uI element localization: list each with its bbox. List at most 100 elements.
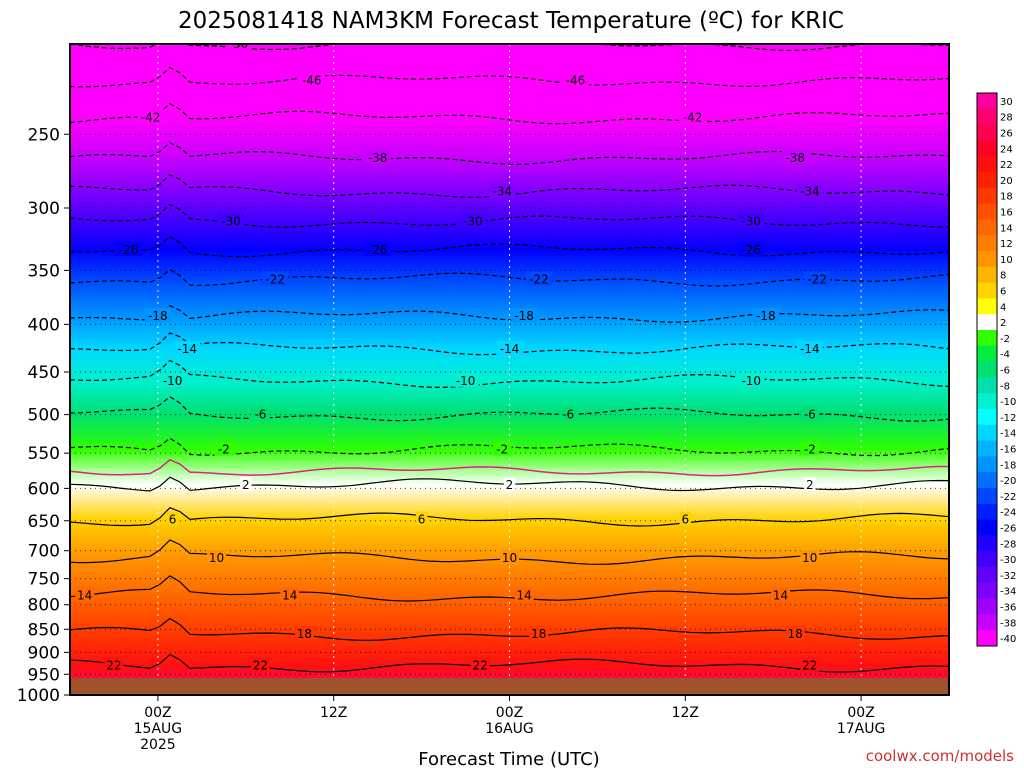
isotherm-line [70, 268, 949, 287]
isotherm-label-bg [364, 149, 391, 164]
colorbar-swatch [977, 409, 997, 426]
isotherm-label-bg [144, 308, 172, 323]
isotherm-label-bg [785, 625, 805, 640]
time-tick-label: 12Z [320, 705, 347, 721]
pressure-tick-label: 550 [28, 444, 60, 464]
time-tick-label: 00Z [496, 705, 523, 721]
time-tick-label: 12Z [672, 705, 699, 721]
colorbar-label: -26 [1000, 524, 1016, 535]
isotherm-18: 18 18 18 [70, 617, 949, 641]
colorbar-legend: 30 28 26 24 22 20 18 16 14 12 10 8 6 4 2 -2 -4 -6 -8 -10 -12… [976, 92, 1016, 647]
colorbar-swatch [977, 614, 997, 631]
colorbar-label: 26 [1000, 129, 1013, 140]
colorbar-label: -24 [1000, 508, 1016, 519]
time-tick-label: 00Z [144, 705, 171, 721]
isotherm-label: 6 [418, 513, 426, 527]
pressure-tick-label: 900 [28, 643, 60, 663]
isotherm-label: -2 [804, 442, 816, 456]
isotherm-label: 22 [106, 659, 121, 673]
isotherm-label: -10 [163, 374, 183, 388]
colorbar-swatch [977, 361, 997, 378]
isotherm-label-bg [415, 511, 428, 526]
isotherm-label-bg [771, 587, 791, 602]
isotherm-label-bg [294, 625, 314, 640]
isotherm-label: -26 [741, 243, 761, 257]
isotherm--34: -34 -34 [70, 173, 949, 198]
colorbar-swatch [977, 235, 997, 252]
colorbar-swatch [977, 187, 997, 205]
colorbar-label: 30 [1000, 97, 1013, 108]
isotherm-label: 2 [242, 478, 250, 492]
colorbar-swatch [977, 472, 997, 489]
isotherm-contours: -50-46 -46-42 -42-38 -38-34 -34-30 -30 -30-26-… [70, 44, 949, 673]
isotherm-label-bg [781, 149, 809, 164]
pressure-tick-label: 400 [28, 315, 60, 335]
isotherm-label-bg [737, 372, 765, 387]
colorbar-swatch [977, 124, 997, 141]
colorbar-swatch [977, 519, 997, 536]
isotherm-label-bg [804, 476, 816, 491]
isotherm-14: 14 14 14 14 [70, 575, 949, 603]
isotherm--38: -38 -38 [70, 141, 949, 165]
isotherm-label-bg [115, 242, 142, 257]
colorbar-label: -32 [1000, 571, 1016, 582]
isotherm-label-bg [166, 511, 179, 526]
colorbar-label: -38 [1000, 618, 1016, 629]
colorbar-label: 6 [1000, 287, 1006, 298]
isotherm-label-bg [492, 441, 512, 456]
isotherm-label: -22 [265, 272, 285, 286]
isotherm-label: 2 [806, 478, 814, 492]
colorbar-swatch [977, 266, 997, 284]
pressure-tick-label: 650 [28, 512, 60, 532]
isotherm-line [70, 66, 949, 88]
isotherm-label: -30 [463, 214, 483, 228]
isotherm-label-bg [452, 372, 479, 387]
isotherm-label: 14 [773, 589, 788, 603]
isotherm-line [70, 506, 949, 527]
isotherm-label: 10 [802, 551, 817, 565]
isotherm-6: 6 6 6 [70, 506, 949, 527]
colorbar-swatch [977, 440, 997, 457]
isotherm-label: -38 [368, 151, 388, 165]
isotherm-label: -30 [221, 214, 241, 228]
colorbar-label: 22 [1000, 160, 1013, 171]
isotherm--2: -2 -2 -2 [70, 437, 949, 456]
colorbar-swatch [977, 582, 997, 600]
time-tick-label: 17AUG [837, 721, 886, 737]
colorbar-swatch [977, 567, 997, 584]
isotherm-label-bg [225, 44, 252, 50]
isotherm-label-bg [470, 657, 490, 672]
pressure-tick-label: 300 [28, 199, 60, 219]
isotherm--50: -50 [70, 44, 949, 52]
isotherm-label: -34 [800, 184, 820, 198]
isotherm-label-bg [280, 587, 300, 602]
colorbar-swatch [977, 140, 997, 157]
colorbar-label: 12 [1000, 239, 1013, 250]
isotherm-label-bg [137, 109, 164, 124]
pressure-tick-label: 500 [28, 406, 60, 426]
isotherm-label-bg [558, 406, 578, 421]
isotherm-label-bg [800, 406, 820, 421]
colorbar-label: 18 [1000, 192, 1013, 203]
isotherm-label: -22 [807, 272, 827, 286]
isotherm-line [70, 141, 949, 165]
colorbar-label: 20 [1000, 176, 1013, 187]
colorbar-swatch [977, 488, 997, 505]
colorbar-swatch [977, 393, 997, 410]
colorbar-swatch [977, 314, 997, 331]
pressure-tick-label: 600 [28, 479, 60, 499]
isotherm-label-bg [503, 476, 516, 491]
plot-area: -50-46 -46-42 -42-38 -38-34 -34-30 -30 -30-26-… [70, 44, 949, 695]
colorbar-swatch [977, 108, 997, 126]
colorbar-label: -10 [1000, 397, 1016, 408]
isotherm-label: 22 [253, 659, 268, 673]
pressure-tick-label: 450 [28, 363, 60, 383]
isotherm-label-bg [173, 340, 201, 355]
colorbar-swatch [977, 172, 997, 189]
colorbar-swatch [977, 156, 997, 173]
isotherm-label: -42 [141, 111, 161, 125]
isotherm-line [70, 304, 949, 323]
isotherm-label: -14 [500, 342, 520, 356]
isotherm-label: 18 [531, 627, 546, 641]
colorbar-label: -8 [1000, 381, 1010, 392]
